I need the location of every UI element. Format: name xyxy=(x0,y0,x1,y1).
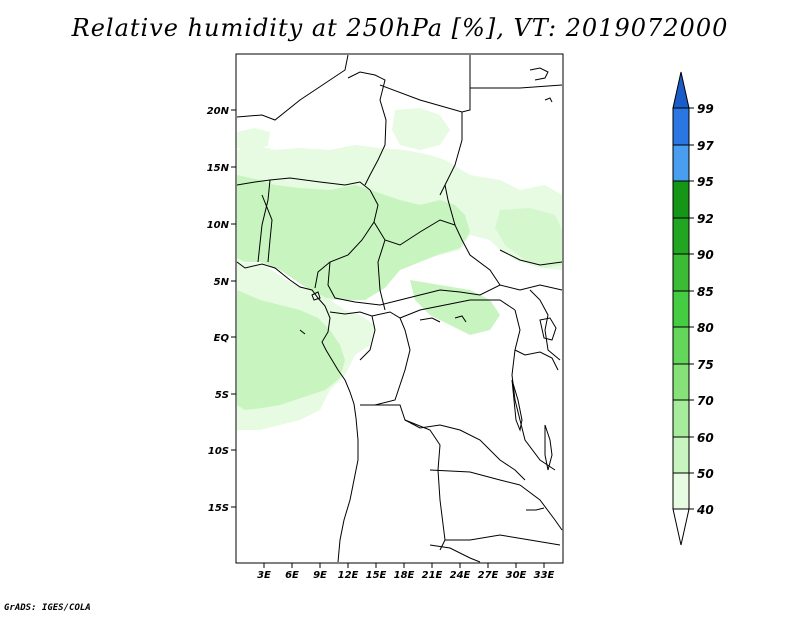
colorbar-label: 80 xyxy=(697,321,714,335)
colorbar-box-75-80 xyxy=(672,326,690,365)
humidity-fill-layer xyxy=(237,108,562,430)
colorbar-label: 90 xyxy=(697,248,714,262)
lon-label: 33E xyxy=(534,570,555,581)
lat-axis: 20N 15N 10N 5N EQ 5S 10S 15S xyxy=(207,106,236,514)
lat-label: 15S xyxy=(208,503,229,514)
humidity-fill-central-blob xyxy=(410,280,500,335)
colorbar-box-80-85 xyxy=(672,290,690,328)
colorbar: 40 50 60 70 75 80 85 90 92 95 97 99 xyxy=(672,71,714,546)
colorbar-label: 60 xyxy=(697,431,714,445)
colorbar-box-90-92 xyxy=(672,217,690,255)
colorbar-label: 40 xyxy=(696,503,714,517)
map-frame xyxy=(235,53,564,564)
credit-text: GrADS: IGES/COLA xyxy=(4,603,91,613)
colorbar-label: 92 xyxy=(697,212,714,226)
colorbar-box-40-50 xyxy=(672,472,690,510)
colorbar-box-92-95 xyxy=(672,180,690,219)
colorbar-label: 97 xyxy=(697,139,714,153)
lon-label: 9E xyxy=(313,570,327,581)
lon-label: 6E xyxy=(285,570,299,581)
lat-label: 10N xyxy=(207,220,230,231)
lat-label: 20N xyxy=(207,106,230,117)
humidity-fill-northwest-blob xyxy=(237,128,270,150)
humidity-fill-northeast-blob xyxy=(392,108,450,150)
lon-label: 24E xyxy=(450,570,471,581)
colorbar-box-85-90 xyxy=(672,253,690,292)
colorbar-label: 50 xyxy=(697,467,714,481)
colorbar-box-50-60 xyxy=(672,436,690,474)
map-title: Relative humidity at 250hPa [%], VT: 201… xyxy=(71,14,729,42)
lat-label: 5N xyxy=(214,277,230,288)
colorbar-label: 85 xyxy=(697,285,714,299)
lon-label: 12E xyxy=(338,570,359,581)
colorbar-max-triangle xyxy=(672,71,690,109)
lon-label: 3E xyxy=(257,570,271,581)
lat-label: 10S xyxy=(208,446,229,457)
humidity-fill-coast-dark xyxy=(237,290,345,410)
lat-label: 15N xyxy=(207,163,230,174)
colorbar-label: 99 xyxy=(697,102,714,116)
lon-label: 21E xyxy=(422,570,443,581)
lat-label: EQ xyxy=(214,333,230,344)
colorbar-min-triangle xyxy=(672,508,690,546)
colorbar-label: 70 xyxy=(697,394,714,408)
country-borders xyxy=(236,54,563,563)
lon-label: 30E xyxy=(506,570,527,581)
lon-axis: 3E 6E 9E 12E 15E 18E 21E 24E 27E 30E 33E xyxy=(257,563,555,581)
humidity-fill-east-blob xyxy=(495,208,562,268)
lat-label: 5S xyxy=(215,390,229,401)
colorbar-box-70-75 xyxy=(672,363,690,401)
lon-label: 27E xyxy=(478,570,499,581)
humidity-fill-sahel-dark xyxy=(237,175,470,300)
lon-label: 18E xyxy=(394,570,415,581)
lon-label: 15E xyxy=(366,570,387,581)
colorbar-box-95-97 xyxy=(672,144,690,182)
colorbar-label: 75 xyxy=(697,358,714,372)
colorbar-box-60-70 xyxy=(672,399,690,438)
colorbar-label: 95 xyxy=(697,175,714,189)
colorbar-box-97-99 xyxy=(672,107,690,146)
